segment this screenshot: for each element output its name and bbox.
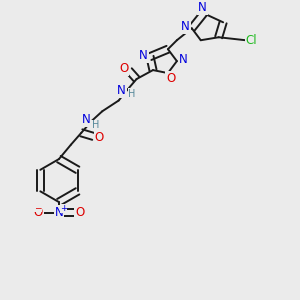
- Text: +: +: [60, 203, 68, 212]
- Text: N: N: [181, 20, 190, 33]
- Text: N: N: [198, 2, 207, 14]
- Text: N: N: [179, 53, 188, 66]
- Text: N: N: [117, 84, 126, 97]
- Text: H: H: [128, 89, 136, 99]
- Text: −: −: [34, 203, 42, 212]
- Text: H: H: [92, 120, 99, 130]
- Text: O: O: [119, 62, 128, 75]
- Text: N: N: [139, 49, 148, 62]
- Text: O: O: [94, 131, 104, 144]
- Text: O: O: [33, 206, 43, 219]
- Text: N: N: [81, 113, 90, 126]
- Text: O: O: [166, 72, 176, 85]
- Text: Cl: Cl: [246, 34, 257, 47]
- Text: N: N: [55, 206, 63, 219]
- Text: O: O: [75, 206, 85, 219]
